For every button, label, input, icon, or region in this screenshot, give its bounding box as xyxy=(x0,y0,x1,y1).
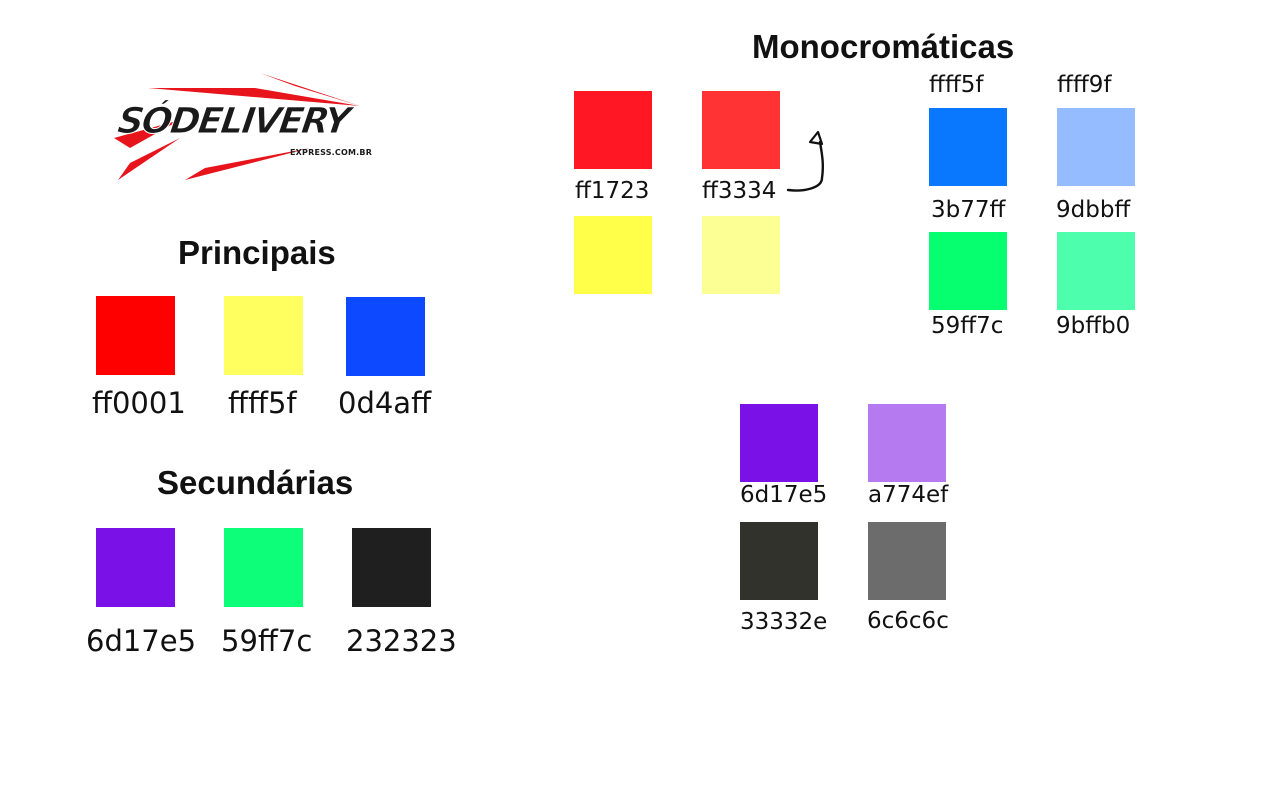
principais-hex-yellow: ffff5f xyxy=(228,386,297,420)
mono-swatch-purple-2 xyxy=(868,404,946,482)
mono-hex-green-1: 59ff7c xyxy=(931,313,1004,339)
principais-swatch-blue xyxy=(346,297,425,376)
mono-swatch-yellow-1 xyxy=(574,216,652,294)
secundarias-hex-purple: 6d17e5 xyxy=(86,624,197,658)
mono-swatch-blue-1 xyxy=(929,108,1007,186)
logo-stripes-graphic xyxy=(114,73,360,180)
secundarias-hex-dark: 232323 xyxy=(346,624,457,658)
mono-hex-purple-2: a774ef xyxy=(868,482,949,508)
principais-swatch-red xyxy=(96,296,175,375)
mono-hex-green-2: 9bffb0 xyxy=(1056,313,1131,339)
mono-swatch-gray-2 xyxy=(868,522,946,600)
mono-hex-yellow-1: ffff5f xyxy=(929,72,984,98)
mono-swatch-blue-2 xyxy=(1057,108,1135,186)
mono-hex-gray-2: 6c6c6c xyxy=(867,608,949,634)
mono-swatch-red-2 xyxy=(702,91,780,169)
mono-swatch-yellow-2 xyxy=(702,216,780,294)
mono-hex-purple-1: 6d17e5 xyxy=(740,482,828,508)
brand-logo xyxy=(110,68,370,183)
mono-swatch-red-1 xyxy=(574,91,652,169)
mono-swatch-gray-1 xyxy=(740,522,818,600)
mono-hex-blue-1: 3b77ff xyxy=(931,197,1006,223)
logo-wordmark: SÓDELIVERY xyxy=(115,101,352,143)
principais-hex-blue: 0d4aff xyxy=(338,386,432,420)
secundarias-hex-green: 59ff7c xyxy=(221,624,313,658)
secundarias-swatch-dark xyxy=(352,528,431,607)
principais-swatch-yellow xyxy=(224,296,303,375)
mono-hex-gray-1: 33332e xyxy=(740,609,828,635)
mono-swatch-green-1 xyxy=(929,232,1007,310)
principais-hex-red: ff0001 xyxy=(92,386,186,420)
logo-subtitle: EXPRESS.COM.BR xyxy=(290,148,373,157)
secundarias-swatch-green xyxy=(224,528,303,607)
secundarias-swatch-purple xyxy=(96,528,175,607)
monocromaticas-heading: Monocromáticas xyxy=(752,28,1015,65)
mono-swatch-green-2 xyxy=(1057,232,1135,310)
curved-arrow-icon xyxy=(786,130,825,192)
principais-heading: Principais xyxy=(178,234,336,271)
mono-hex-red-1: ff1723 xyxy=(575,178,650,204)
mono-hex-blue-2: 9dbbff xyxy=(1056,197,1131,223)
mono-swatch-purple-1 xyxy=(740,404,818,482)
mono-hex-yellow-2: ffff9f xyxy=(1057,72,1112,98)
mono-hex-red-2: ff3334 xyxy=(702,178,777,204)
secundarias-heading: Secundárias xyxy=(157,464,354,501)
